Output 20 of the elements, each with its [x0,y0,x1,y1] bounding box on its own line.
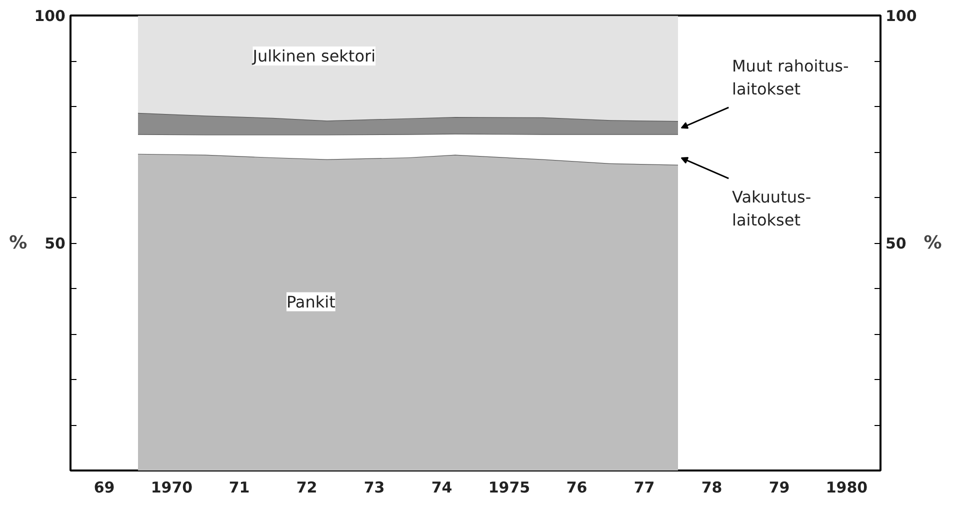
x-tick-label: 69 [94,478,115,496]
x-tick-label: 72 [296,478,318,496]
x-tick-label: 77 [634,478,655,496]
x-tick-label: 1975 [488,478,530,496]
y-axis-title: % [9,232,28,254]
series-label: Julkinen sektori [252,46,376,66]
x-tick-label: 79 [768,478,790,496]
x-tick-label: 76 [566,478,588,496]
x-tick-label: 1980 [826,478,868,496]
y2-tick-label: 100 [886,7,917,25]
y2-axis-title: % [924,232,942,254]
x-tick-label: 71 [228,478,250,496]
x-tick-label: 73 [364,478,385,496]
x-tick-label: 1970 [150,478,193,496]
x-tick-label: 74 [431,478,452,496]
y2-tick-label: 50 [886,234,906,252]
text: Vakuutus- laitokset [732,187,812,230]
series-label: Pankit [286,292,336,312]
text: Muut rahoitus- laitokset [732,56,849,98]
x-tick-label: 78 [701,478,722,496]
